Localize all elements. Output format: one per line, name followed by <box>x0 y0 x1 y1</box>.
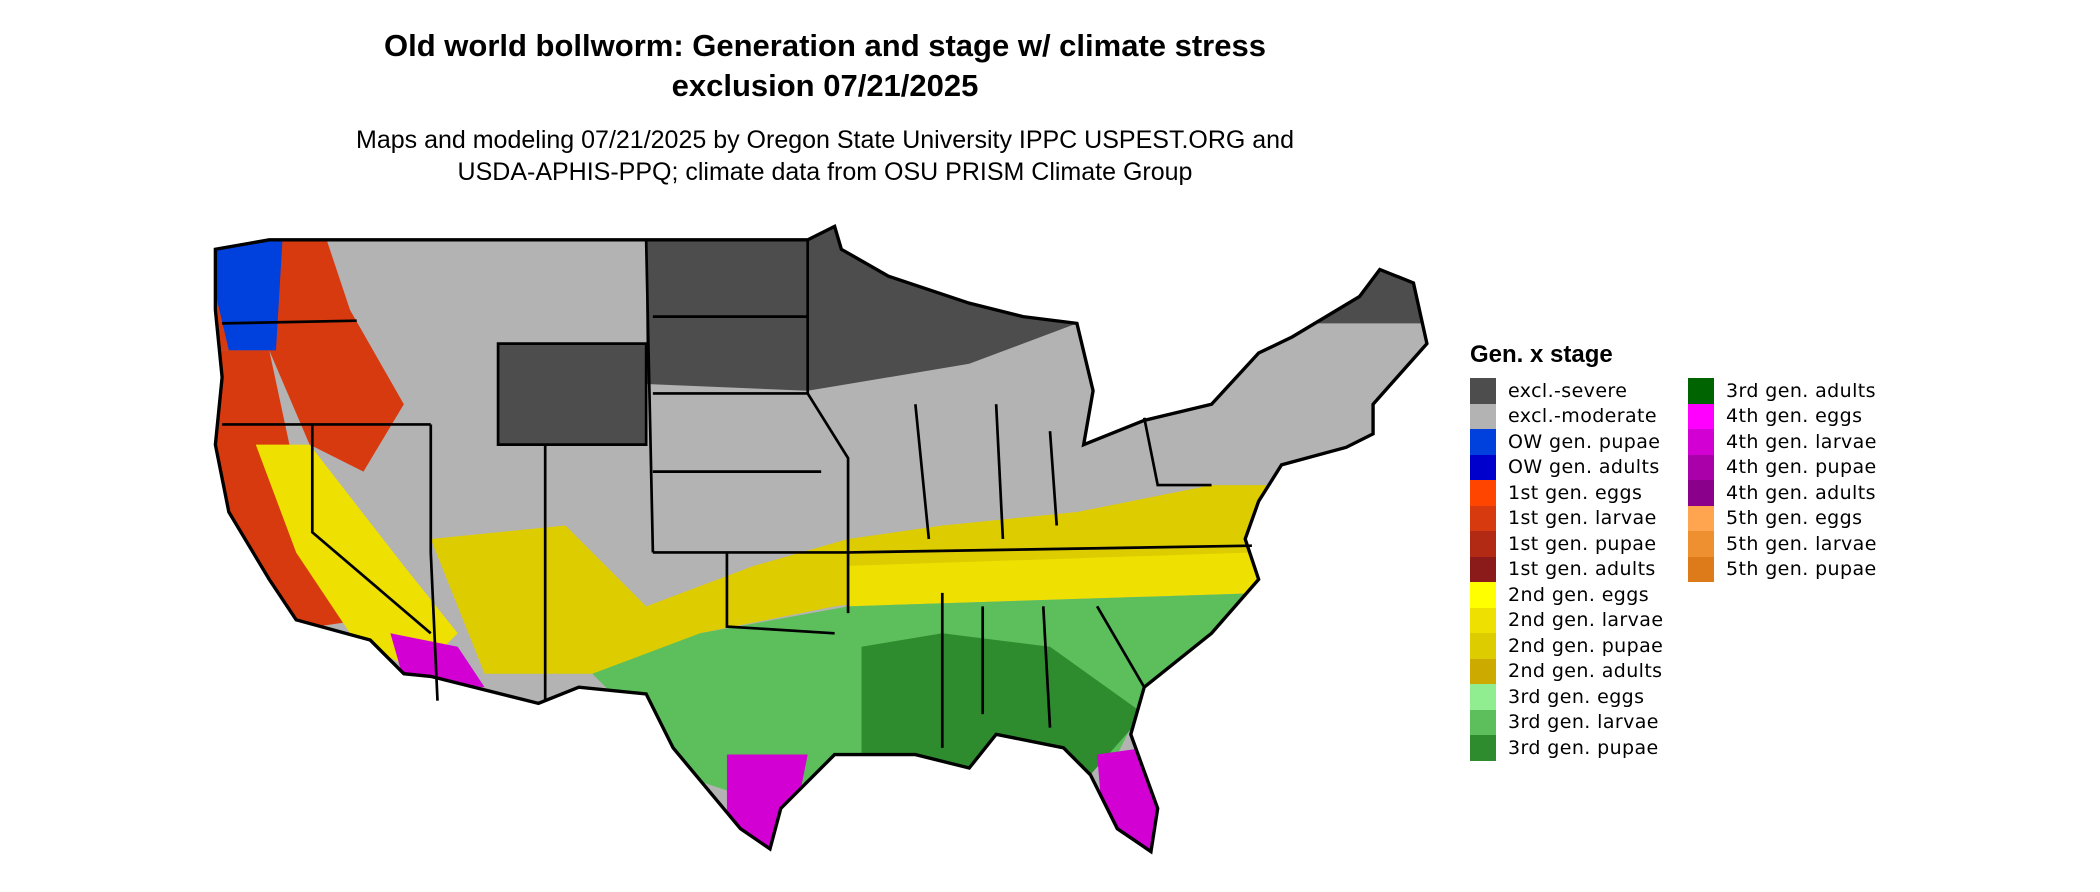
legend-item: 5th gen. larvae <box>1688 531 1906 557</box>
legend-item: excl.-severe <box>1470 378 1688 404</box>
legend-item: 3rd gen. adults <box>1688 378 1906 404</box>
legend-item: 2nd gen. pupae <box>1470 633 1688 659</box>
legend-label: OW gen. pupae <box>1508 430 1661 453</box>
legend-label: 3rd gen. eggs <box>1508 685 1645 708</box>
legend-label: 1st gen. adults <box>1508 558 1656 581</box>
region-4th-gen-florida <box>1097 747 1172 852</box>
legend-column-2: 3rd gen. adults 4th gen. eggs 4th gen. lar… <box>1688 378 1906 761</box>
legend-item: 2nd gen. larvae <box>1470 607 1688 633</box>
legend-title: Gen. x stage <box>1470 341 1613 368</box>
legend-item: 1st gen. larvae <box>1470 505 1688 531</box>
map-subtitle-line2: USDA-APHIS-PPQ; climate data from OSU PR… <box>457 158 1193 186</box>
legend-swatch <box>1470 607 1496 633</box>
legend-label: 4th gen. larvae <box>1726 430 1877 453</box>
legend-swatch <box>1470 429 1496 455</box>
legend-swatch <box>1688 556 1714 582</box>
region-2nd-gen-larvae <box>848 552 1266 607</box>
map-title-line1: Old world bollworm: Generation and stage… <box>384 28 1266 63</box>
legend-item: 4th gen. larvae <box>1688 429 1906 455</box>
legend-swatch <box>1470 556 1496 582</box>
legend-item: OW gen. adults <box>1470 454 1688 480</box>
legend-swatch <box>1470 505 1496 531</box>
legend-swatch <box>1688 531 1714 557</box>
legend-item: 1st gen. eggs <box>1470 480 1688 506</box>
legend-label: 5th gen. larvae <box>1726 532 1877 555</box>
legend-item: 2nd gen. eggs <box>1470 582 1688 608</box>
state-borders <box>222 239 1252 748</box>
legend-swatch <box>1470 582 1496 608</box>
legend-label: 3rd gen. adults <box>1726 379 1876 402</box>
legend-label: excl.-severe <box>1508 379 1628 402</box>
legend-item: excl.-moderate <box>1470 403 1688 429</box>
legend-item: 5th gen. pupae <box>1688 556 1906 582</box>
legend-label: 4th gen. eggs <box>1726 405 1863 428</box>
legend-label: 2nd gen. pupae <box>1508 634 1664 657</box>
legend-label: 1st gen. eggs <box>1508 481 1643 504</box>
map-title-line2: exclusion 07/21/2025 <box>671 68 979 103</box>
legend-swatch <box>1470 684 1496 710</box>
legend-item: 3rd gen. pupae <box>1470 735 1688 761</box>
legend-swatch <box>1688 480 1714 506</box>
legend-label: 1st gen. larvae <box>1508 507 1657 530</box>
region-excl-severe-wyoming <box>498 343 647 445</box>
legend-column-1: excl.-severe excl.-moderate OW gen. pupae O… <box>1470 378 1688 761</box>
legend-item: 4th gen. adults <box>1688 480 1906 506</box>
map-subtitle-line1: Maps and modeling 07/21/2025 by Oregon S… <box>356 126 1294 154</box>
legend-item: 3rd gen. larvae <box>1470 709 1688 735</box>
legend-swatch <box>1688 454 1714 480</box>
legend-item: 2nd gen. adults <box>1470 658 1688 684</box>
legend-swatch <box>1470 531 1496 557</box>
legend-swatch <box>1688 378 1714 404</box>
legend-label: OW gen. adults <box>1508 456 1660 479</box>
region-2nd-gen-west <box>255 444 458 674</box>
legend-swatch <box>1470 454 1496 480</box>
legend-swatch <box>1470 480 1496 506</box>
legend-label: 5th gen. pupae <box>1726 558 1877 581</box>
legend-label: 4th gen. adults <box>1726 481 1876 504</box>
legend-swatch <box>1470 735 1496 761</box>
legend-swatch <box>1470 403 1496 429</box>
legend-label: 4th gen. pupae <box>1726 456 1877 479</box>
legend-label: 2nd gen. adults <box>1508 660 1663 683</box>
legend-label: 3rd gen. larvae <box>1508 711 1659 734</box>
legend-item: 3rd gen. eggs <box>1470 684 1688 710</box>
legend-swatch <box>1470 378 1496 404</box>
legend-item: 4th gen. pupae <box>1688 454 1906 480</box>
legend-item: 5th gen. eggs <box>1688 505 1906 531</box>
legend-item: 1st gen. pupae <box>1470 531 1688 557</box>
legend-label: 3rd gen. pupae <box>1508 736 1659 759</box>
region-3rd-gen-pupae-gulf <box>861 633 1145 782</box>
legend-swatch <box>1688 403 1714 429</box>
legend-swatch <box>1470 658 1496 684</box>
legend-item: 4th gen. eggs <box>1688 403 1906 429</box>
legend-item: 1st gen. adults <box>1470 556 1688 582</box>
legend: Gen. x stage excl.-severe excl.-moderate O… <box>1470 340 1906 761</box>
legend-swatch <box>1470 633 1496 659</box>
legend-label: 2nd gen. eggs <box>1508 583 1650 606</box>
legend-swatch <box>1688 505 1714 531</box>
legend-label: excl.-moderate <box>1508 405 1657 428</box>
legend-label: 1st gen. pupae <box>1508 532 1657 555</box>
legend-item: OW gen. pupae <box>1470 429 1688 455</box>
legend-swatch <box>1688 429 1714 455</box>
legend-label: 2nd gen. larvae <box>1508 609 1664 632</box>
legend-label: 5th gen. eggs <box>1726 507 1863 530</box>
legend-swatch <box>1470 709 1496 735</box>
region-4th-gen-texas <box>726 754 808 852</box>
